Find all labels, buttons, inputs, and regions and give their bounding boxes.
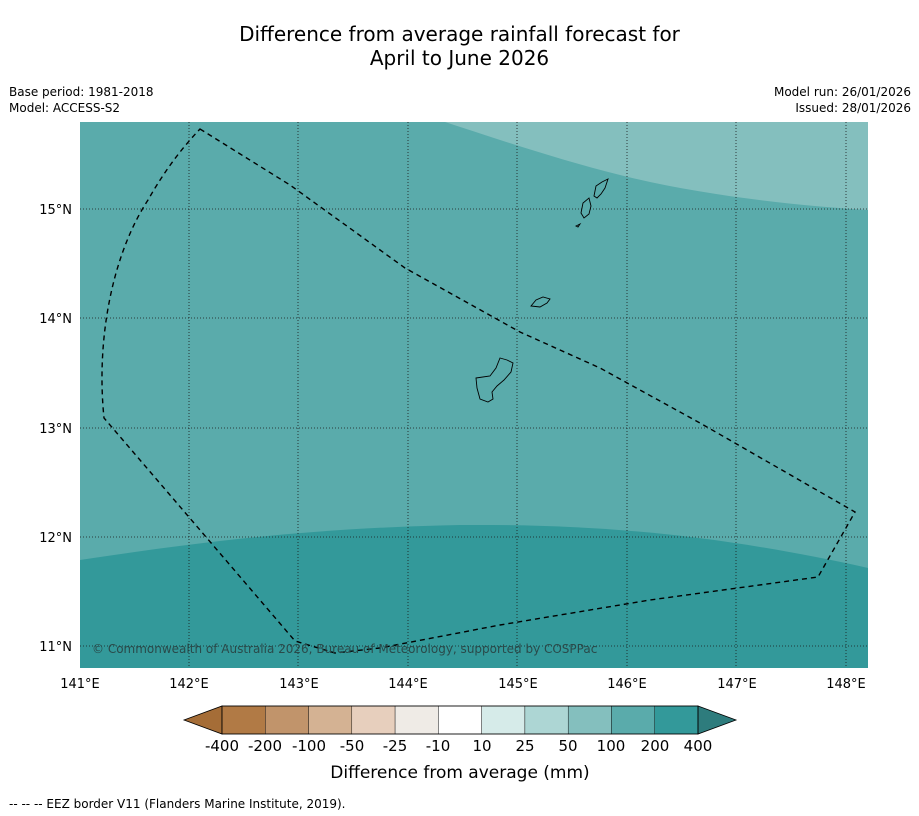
cb-label: -25 bbox=[383, 737, 408, 755]
colorbar-box bbox=[221, 705, 266, 735]
lon-label-142: 142°E bbox=[169, 677, 209, 692]
colorbar-boxes bbox=[221, 705, 699, 735]
lon-label-144: 144°E bbox=[388, 677, 428, 692]
cb-label: 25 bbox=[515, 737, 534, 755]
colorbar-box bbox=[394, 705, 439, 735]
graticule bbox=[80, 122, 868, 668]
island-rota bbox=[530, 296, 551, 308]
colorbar-box bbox=[308, 705, 353, 735]
copyright-text: © Commonwealth of Australia 2026, Bureau… bbox=[92, 642, 597, 656]
issued-date: Issued: 28/01/2026 bbox=[795, 101, 911, 115]
colorbar-box bbox=[611, 705, 655, 735]
eez-border bbox=[101, 128, 856, 654]
zone-200-400 bbox=[80, 524, 868, 668]
lat-label-15: 15°N bbox=[39, 203, 72, 218]
island-guam bbox=[475, 357, 514, 403]
colorbar-box bbox=[438, 705, 482, 735]
islands bbox=[475, 178, 609, 403]
cb-label: 100 bbox=[597, 737, 626, 755]
colorbar-box bbox=[567, 705, 612, 735]
cb-label: 400 bbox=[684, 737, 713, 755]
cb-label: -100 bbox=[292, 737, 326, 755]
colorbar-frame bbox=[221, 705, 699, 735]
lon-label-145: 145°E bbox=[498, 677, 538, 692]
colorbar-box bbox=[265, 705, 309, 735]
cb-label: -200 bbox=[248, 737, 282, 755]
lat-label-14: 14°N bbox=[39, 312, 72, 327]
meta-right: Model run: 26/01/2026 Issued: 28/01/2026 bbox=[774, 84, 911, 116]
colorbar-box bbox=[481, 705, 526, 735]
lat-label-13: 13°N bbox=[39, 422, 72, 437]
lat-label-12: 12°N bbox=[39, 531, 72, 546]
colorbar-title: Difference from average (mm) bbox=[330, 763, 589, 783]
lon-label-143: 143°E bbox=[279, 677, 319, 692]
colorbar: -400 -200 -100 -50 -25 -10 10 25 50 100 … bbox=[182, 705, 738, 783]
lon-label-141: 141°E bbox=[60, 677, 100, 692]
island-saipan bbox=[593, 178, 609, 199]
colorbar-left-extend bbox=[182, 705, 223, 735]
cb-label: -10 bbox=[426, 737, 451, 755]
chart-title: Difference from average rainfall forecas… bbox=[0, 22, 919, 70]
lat-label-11: 11°N bbox=[39, 640, 72, 655]
lon-label-148: 148°E bbox=[826, 677, 866, 692]
island-aguijan bbox=[574, 222, 582, 228]
colorbar-right-extend bbox=[697, 705, 738, 735]
cb-label: 200 bbox=[641, 737, 670, 755]
zone-50-100 bbox=[445, 122, 868, 210]
map-area: © Commonwealth of Australia 2026, Bureau… bbox=[80, 122, 868, 668]
colorbar-box bbox=[351, 705, 396, 735]
colorbar-labels: -400 -200 -100 -50 -25 -10 10 25 50 100 … bbox=[205, 737, 712, 755]
cb-label: -50 bbox=[340, 737, 365, 755]
lon-label-147: 147°E bbox=[717, 677, 757, 692]
lon-label-146: 146°E bbox=[607, 677, 647, 692]
title-line-1: Difference from average rainfall forecas… bbox=[239, 22, 680, 46]
eez-legend-note: -- -- -- EEZ border V11 (Flanders Marine… bbox=[9, 797, 346, 811]
base-period: Base period: 1981-2018 bbox=[9, 85, 154, 99]
cb-label: 50 bbox=[558, 737, 577, 755]
model-run: Model run: 26/01/2026 bbox=[773, 85, 911, 99]
model-name: Model: ACCESS-S2 bbox=[9, 101, 121, 115]
cb-label: -400 bbox=[205, 737, 239, 755]
latitude-labels: 15°N 14°N 13°N 12°N 11°N bbox=[39, 203, 72, 655]
colorbar-box bbox=[654, 705, 699, 735]
meta-left: Base period: 1981-2018 Model: ACCESS-S2 bbox=[9, 84, 154, 116]
colorbar-box bbox=[524, 705, 569, 735]
title-line-2: April to June 2026 bbox=[369, 46, 550, 70]
longitude-labels: 141°E 142°E 143°E 144°E 145°E 146°E 147°… bbox=[60, 677, 866, 692]
island-tinian bbox=[580, 197, 592, 219]
cb-label: 10 bbox=[472, 737, 491, 755]
